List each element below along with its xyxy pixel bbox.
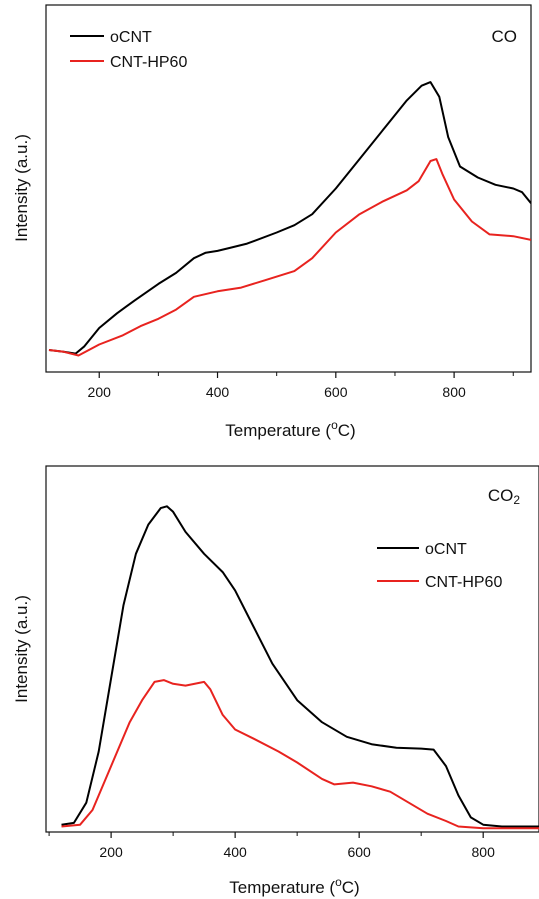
x-tick-label: 800 — [442, 384, 466, 400]
x-tick-label: 600 — [324, 384, 348, 400]
series-line-ocnt — [61, 505, 539, 828]
series-line-ocnt — [48, 81, 531, 355]
x-axis-title-degree: o — [335, 875, 342, 889]
panel-label-subscript: 2 — [513, 493, 520, 507]
x-tick-label: 400 — [206, 384, 230, 400]
x-axis-title: Temperature (oC) — [229, 875, 359, 897]
legend-label: CNT-HP60 — [110, 54, 187, 71]
co2-chart-panel: 200 400 600 800 Temperature (oC) Intensity (a… — [12, 465, 539, 897]
legend-label: oCNT — [425, 541, 467, 558]
legend-label: oCNT — [110, 29, 152, 46]
x-axis-title-unit: C) — [338, 421, 356, 440]
plot-frame — [45, 4, 532, 373]
co-chart-panel: 200 400 600 800 Temperature (oC) Intensity (a… — [12, 4, 532, 440]
x-tick-label: 600 — [347, 844, 371, 860]
plot-frame — [45, 465, 539, 833]
y-axis-title: Intensity (a.u.) — [12, 595, 31, 703]
panel-label: CO2 — [488, 486, 521, 507]
panel-label-text: CO — [488, 486, 514, 505]
x-axis-title-degree: o — [331, 418, 338, 432]
legend-label: CNT-HP60 — [425, 574, 502, 591]
x-axis-title: Temperature (oC) — [225, 418, 355, 440]
y-axis-title: Intensity (a.u.) — [12, 134, 31, 242]
panel-label: CO — [492, 27, 518, 46]
x-axis-title-text: Temperature ( — [229, 878, 335, 897]
x-axis-title-unit: C) — [342, 878, 360, 897]
x-axis-title-text: Temperature ( — [225, 421, 331, 440]
x-tick-label: 200 — [88, 384, 112, 400]
x-tick-label: 200 — [99, 844, 123, 860]
x-tick-label: 400 — [223, 844, 247, 860]
series-line-cnt-hp60 — [61, 679, 539, 830]
series-line-cnt-hp60 — [48, 158, 531, 357]
x-tick-label: 800 — [472, 844, 496, 860]
